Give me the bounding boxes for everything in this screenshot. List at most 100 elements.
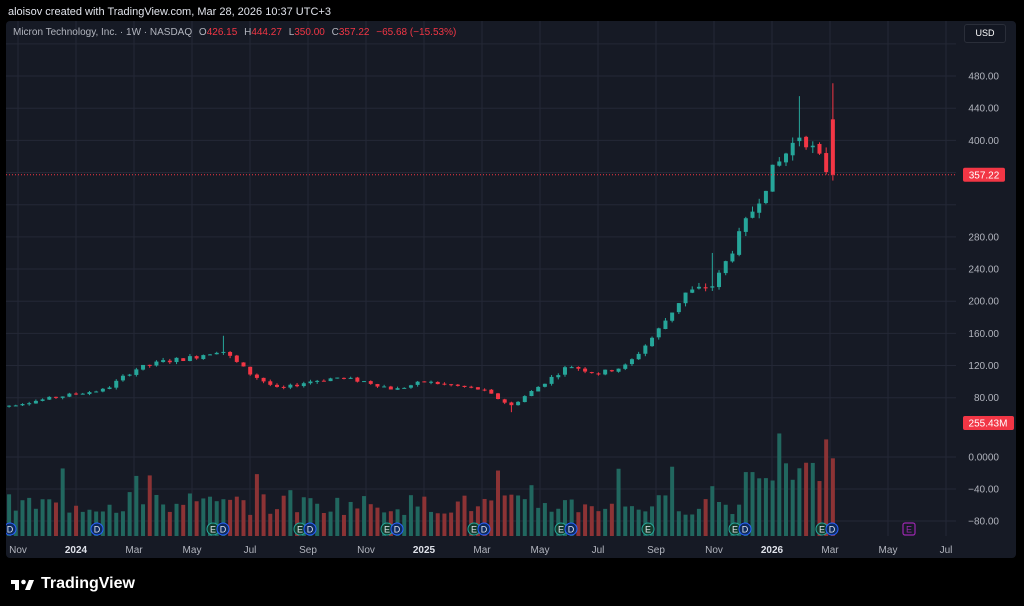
- candle-body: [174, 357, 179, 363]
- tradingview-logo-icon: [11, 579, 34, 590]
- candle-body: [328, 378, 333, 382]
- volume-bar: [723, 504, 728, 536]
- event-label: D: [220, 525, 227, 535]
- volume-bar: [676, 511, 681, 536]
- volume-bar: [348, 501, 353, 536]
- volume-bar: [737, 504, 742, 536]
- candle-body: [783, 153, 788, 163]
- volume-bar: [429, 511, 434, 536]
- volume-bar: [321, 512, 326, 536]
- candle-body: [449, 384, 454, 386]
- candle-body: [67, 393, 72, 397]
- event-label: E: [471, 525, 477, 535]
- candle-body: [395, 388, 400, 390]
- event-label: E: [384, 525, 390, 535]
- candle-body: [47, 396, 52, 400]
- candle-body: [94, 391, 99, 393]
- volume-bar: [33, 508, 38, 536]
- dividend-marker: [738, 522, 752, 536]
- event-label: D: [742, 525, 749, 535]
- candle-body: [415, 381, 420, 385]
- candle-body: [187, 356, 192, 361]
- candle-body: [790, 142, 795, 156]
- time-tick-label: 2025: [413, 545, 436, 556]
- volume-bar: [114, 512, 119, 536]
- candle-body: [650, 337, 655, 347]
- candle-body: [114, 380, 119, 388]
- dividend-marker: [303, 522, 317, 536]
- candle-body: [469, 386, 474, 388]
- last-volume-tag: [963, 416, 1014, 430]
- volume-bar: [549, 511, 554, 536]
- currency-button[interactable]: USD: [964, 24, 1006, 43]
- dividend-marker: [90, 522, 104, 536]
- time-tick-label: Mar: [125, 545, 143, 556]
- chart-panel[interactable]: D D E D E D E D E D E D E E D E D E 80.00 120.00 160.00 200.0…: [6, 21, 1016, 558]
- candle-body: [208, 354, 213, 356]
- candle-body: [482, 389, 487, 391]
- candle-body: [241, 362, 246, 367]
- volume-bar: [569, 499, 574, 536]
- candle-body: [810, 145, 815, 148]
- candle-body: [53, 396, 58, 398]
- candle-body: [556, 375, 561, 378]
- volume-bar: [60, 468, 65, 536]
- candle-body: [107, 387, 112, 389]
- volume-bar: [187, 493, 192, 536]
- low-value: 350.00: [294, 27, 325, 38]
- volume-bar: [341, 514, 346, 536]
- volume-bar: [442, 513, 447, 536]
- candle-body: [368, 381, 373, 384]
- candle-body: [74, 393, 79, 395]
- price-tick-label: 280.00: [968, 232, 999, 243]
- candle-body: [402, 387, 407, 389]
- volume-bar: [475, 506, 480, 536]
- candle-body: [770, 164, 775, 192]
- candle-body: [268, 381, 273, 385]
- time-axis: Nov 2024 Mar May Jul Sep Nov 2025 Mar May Jul Sep No…: [9, 545, 952, 556]
- candle-body: [629, 359, 634, 365]
- open-value: 426.15: [206, 27, 238, 38]
- change-value: −65.68 (−15.53%): [376, 27, 457, 38]
- candle-body: [777, 161, 782, 166]
- volume-bar: [147, 475, 152, 536]
- tradingview-logo[interactable]: TradingView: [10, 575, 135, 593]
- volume-bar: [53, 502, 58, 536]
- volume-bar: [636, 509, 641, 536]
- volume-bar: [422, 496, 427, 536]
- time-tick-label: Mar: [473, 545, 491, 556]
- price-tick-label: 240.00: [968, 265, 999, 276]
- time-tick-label: May: [879, 545, 898, 556]
- event-label: E: [732, 525, 738, 535]
- volume-bar: [542, 503, 547, 536]
- candle-body: [335, 377, 340, 379]
- event-label: D: [481, 525, 488, 535]
- candle-series: [7, 83, 835, 413]
- time-tick-label: Jul: [592, 545, 605, 556]
- time-tick-label: Nov: [705, 545, 723, 556]
- time-tick-label: Mar: [821, 545, 839, 556]
- candle-body: [636, 353, 641, 360]
- time-tick-label: 2024: [65, 545, 88, 556]
- volume-bar: [362, 496, 367, 536]
- volume-bar: [301, 497, 306, 536]
- candle-body: [656, 328, 661, 338]
- candle-body: [763, 190, 768, 204]
- volume-bar: [455, 501, 460, 536]
- volume-bar: [777, 433, 782, 536]
- candle-body: [355, 377, 360, 382]
- volume-bar: [562, 500, 567, 536]
- candle-body: [583, 368, 588, 372]
- dividend-marker: [825, 522, 839, 536]
- candle-body: [730, 253, 735, 262]
- candle-body: [60, 396, 65, 398]
- candle-body: [120, 375, 125, 381]
- candle-body: [670, 312, 675, 321]
- volume-bar: [556, 508, 561, 536]
- candle-body: [154, 361, 159, 366]
- volume-bar: [47, 499, 52, 536]
- event-label: D: [568, 525, 575, 535]
- price-chart[interactable]: D D E D E D E D E D E D E E D E D E80.00120.00160.00200.0…: [6, 21, 1016, 558]
- candle-body: [194, 356, 199, 359]
- volume-bar: [583, 504, 588, 536]
